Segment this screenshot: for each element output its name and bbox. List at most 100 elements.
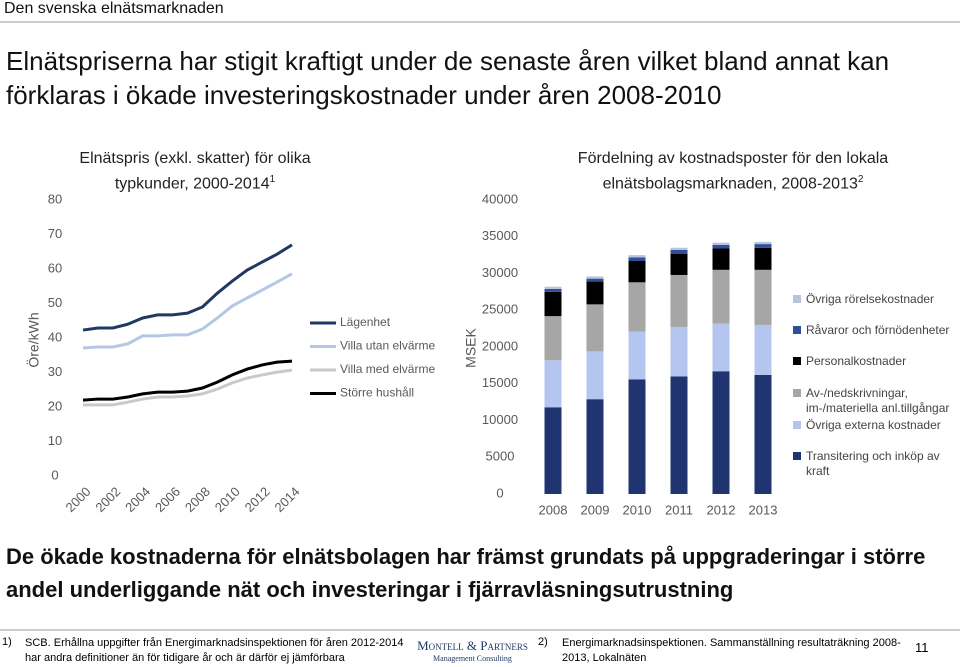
bar-segment: [544, 286, 562, 289]
x-tick-label: 2010: [212, 484, 243, 515]
x-tick-label: 2014: [271, 484, 302, 515]
series-line: [82, 272, 293, 350]
x-tick-label: 2004: [122, 484, 153, 515]
series-line: [82, 359, 293, 402]
logo-name: Montell & Partners: [417, 638, 528, 653]
bar-segment: [670, 274, 688, 328]
x-tick-label: 2002: [92, 484, 123, 515]
bar-segment: [544, 407, 562, 494]
note-marker: 2: [857, 174, 864, 185]
legend-item: Övriga externa kostnader: [793, 418, 960, 433]
y-tick-label: 30: [48, 364, 62, 379]
bar-segment: [712, 269, 730, 324]
bar-segment: [628, 257, 646, 262]
bar-segment: [754, 324, 772, 375]
x-tick-label: 2012: [707, 502, 736, 517]
bar-segment: [544, 288, 562, 292]
page-number: 11: [915, 640, 929, 655]
footnote-marker: 2): [538, 636, 548, 648]
x-tick-label: 2009: [581, 502, 610, 517]
bar-segment: [670, 249, 688, 254]
y-tick-label: 10000: [482, 412, 518, 427]
chart-title: Fördelning av kostnadsposter för den lok…: [548, 148, 918, 194]
bar-segment: [754, 247, 772, 270]
footnote: SCB. Erhållna uppgifter från Energimarkn…: [25, 637, 404, 664]
legend-item: Av-/nedskrivningar, im-/materiella anl.t…: [793, 386, 960, 416]
x-tick-label: 2013: [749, 502, 778, 517]
header: Den svenska elnätsmarknaden: [4, 0, 224, 17]
y-tick-label: 0: [51, 467, 58, 482]
y-tick-label: 70: [48, 226, 62, 241]
legend-label: Villa utan elvärme: [340, 339, 435, 353]
y-tick-label: 20000: [482, 338, 518, 353]
bar-segment: [754, 374, 772, 494]
legend-label: Råvaror och förnödenheter: [806, 323, 950, 337]
chart-title-text: Elnätspris (exkl. skatter) för olika typ…: [79, 150, 311, 193]
bar-segment: [628, 379, 646, 494]
series-line: [83, 368, 293, 407]
x-tick-label: 2012: [242, 484, 273, 515]
legend-label: Lägenhet: [340, 315, 391, 329]
bar-segment: [670, 253, 688, 275]
y-tick-label: 30000: [482, 265, 518, 280]
legend-label: Övriga rörelsekostnader: [806, 292, 935, 306]
bar-segment: [712, 242, 730, 245]
legend-swatch: [793, 326, 801, 334]
bar-segment: [586, 351, 604, 400]
y-tick-label: 80: [48, 191, 62, 206]
y-tick-label: 0: [496, 485, 503, 500]
bar-segment: [544, 316, 562, 361]
logo: Montell & Partners Management Consulting: [410, 638, 535, 663]
series-line: [82, 243, 293, 332]
y-axis-label: MSEK: [463, 328, 479, 368]
y-tick-label: 60: [48, 260, 62, 275]
x-tick-label: 2008: [182, 484, 213, 515]
logo-tagline: Management Consulting: [433, 654, 512, 663]
bar-segment: [754, 244, 772, 248]
y-tick-label: 5000: [486, 449, 515, 464]
bar-segment: [712, 323, 730, 372]
legend-item: Övriga rörelsekostnader: [793, 292, 960, 307]
y-axis-label: Öre/kWh: [25, 312, 42, 367]
bar-segment: [754, 241, 772, 245]
legend-label: Övriga externa kostnader: [806, 418, 941, 432]
y-tick-label: 15000: [482, 375, 518, 390]
bar-segment: [628, 282, 646, 332]
bar-segment: [544, 360, 562, 408]
x-tick-label: 2000: [62, 484, 93, 515]
legend-label: Personalkostnader: [806, 354, 907, 368]
y-tick-label: 20: [48, 398, 62, 413]
y-tick-label: 40: [48, 329, 62, 344]
legend-swatch: [793, 295, 801, 303]
y-tick-label: 35000: [482, 228, 518, 243]
legend-label: Av-/nedskrivningar, im-/materiella anl.t…: [806, 386, 950, 415]
x-tick-label: 2006: [152, 484, 183, 515]
x-tick-label: 2011: [665, 502, 693, 517]
bar-segment: [544, 291, 562, 317]
bar-segment: [712, 248, 730, 270]
y-tick-label: 50: [48, 295, 62, 310]
bar-segment: [712, 371, 730, 494]
bar-segment: [586, 276, 604, 279]
legend-swatch: [793, 389, 801, 397]
bar-segment: [586, 399, 604, 494]
legend-label: Villa med elvärme: [340, 362, 435, 376]
bar-segment: [754, 269, 772, 325]
legend-item: Personalkostnader: [793, 354, 960, 369]
y-tick-label: 40000: [482, 191, 518, 206]
y-tick-label: 25000: [482, 302, 518, 317]
bar-segment: [670, 376, 688, 494]
x-tick-label: 2008: [539, 502, 568, 517]
legend-item: Råvaror och förnödenheter: [793, 323, 960, 338]
slide-title: Elnätspriserna har stigit kraftigt under…: [6, 46, 890, 110]
bar-segment: [586, 281, 604, 305]
conclusion: De ökade kostnaderna för elnätsbolagen h…: [6, 544, 926, 602]
x-tick-label: 2010: [623, 502, 652, 517]
note-marker: 1: [269, 174, 276, 185]
footnote: Energimarknadsinspektionen. Sammanställn…: [562, 637, 901, 664]
legend-item: Transitering och inköp av kraft: [793, 449, 960, 479]
legend-label: Större hushåll: [340, 386, 414, 400]
bar-segment: [670, 247, 688, 250]
